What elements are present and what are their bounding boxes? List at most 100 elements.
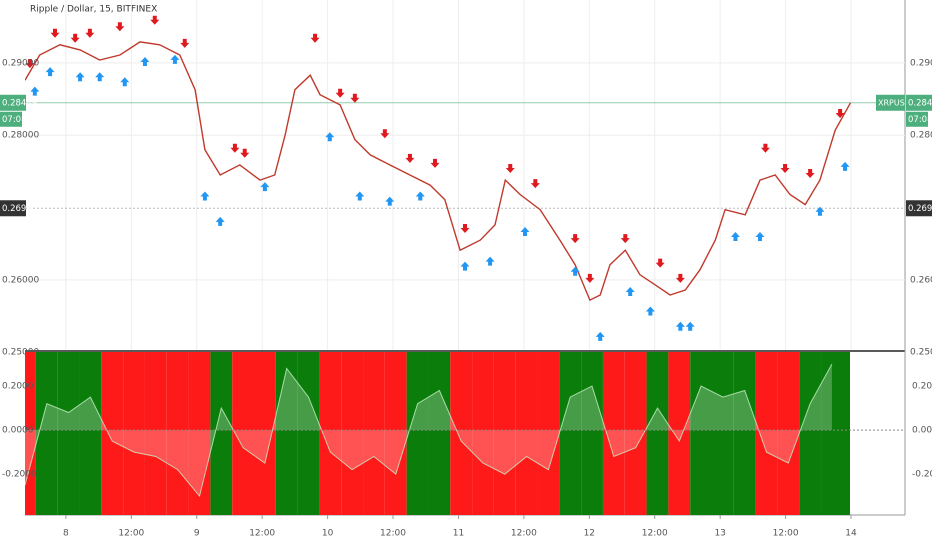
crosshair-badge-label: 0.26990 — [908, 204, 932, 214]
buy-arrow — [355, 191, 365, 201]
signal-band — [690, 352, 712, 515]
signal-band — [25, 352, 36, 515]
sell-arrow — [530, 179, 540, 189]
signal-band — [79, 352, 102, 515]
x-tick-label: 9 — [194, 529, 200, 539]
signal-band — [363, 352, 385, 515]
buy-arrow — [170, 54, 180, 64]
sell-arrow — [570, 234, 580, 244]
buy-arrow — [485, 256, 495, 266]
last-price-badge — [906, 94, 932, 111]
price-line — [25, 41, 852, 302]
signal-band — [319, 352, 342, 515]
x-tick-label: 12:00 — [642, 529, 668, 539]
signal-band — [450, 352, 473, 515]
sell-arrow — [240, 148, 250, 158]
signal-band — [210, 352, 233, 515]
osc-y-tick-label-left: 0.2000 — [2, 382, 34, 392]
signal-band — [297, 352, 320, 515]
signal-band — [799, 352, 822, 515]
x-tick-label: 12 — [584, 529, 595, 539]
signal-band — [493, 352, 516, 515]
y-tick-label: 0.26000 — [910, 275, 932, 285]
sell-arrow — [115, 22, 125, 32]
signal-band — [144, 352, 167, 515]
x-tick-label: 12:00 — [118, 529, 144, 539]
buy-arrow — [625, 286, 635, 296]
buy-arrow — [215, 216, 225, 226]
last-price-badge-countdown-label: 07:08 — [908, 115, 932, 125]
sell-arrow — [350, 93, 360, 103]
signal-band — [624, 352, 647, 515]
osc-y-tick-label-left: -0.2000 — [2, 470, 37, 480]
sell-arrow — [780, 163, 790, 173]
osc-y-tick-label: -0.2000 — [912, 470, 932, 480]
signal-band — [602, 352, 625, 515]
x-tick-label: 8 — [63, 529, 69, 539]
signal-band — [166, 352, 189, 515]
signal-band — [537, 352, 560, 515]
sell-arrow — [460, 223, 470, 233]
sell-arrow — [835, 108, 845, 118]
buy-arrow — [325, 132, 335, 142]
buy-arrow — [570, 266, 580, 276]
buy-arrow — [95, 72, 105, 82]
sell-arrow — [655, 258, 665, 268]
signal-band — [428, 352, 451, 515]
oscillator-line — [24, 363, 833, 498]
y-tick-label-left: 0.28000 — [2, 131, 39, 141]
sell-arrow — [180, 38, 190, 48]
signal-band — [232, 352, 254, 515]
signal-band — [123, 352, 145, 515]
buy-arrow — [730, 232, 740, 242]
buy-arrow — [385, 196, 395, 206]
sell-arrow — [405, 153, 415, 163]
crosshair-badge-left-label: 0.26990 — [2, 204, 37, 214]
sell-arrow — [805, 169, 815, 178]
signal-band — [406, 352, 429, 515]
buy-arrow — [520, 226, 530, 236]
y-tick-label: 0.25000 — [910, 348, 932, 358]
buy-arrow — [675, 321, 685, 331]
signal-band — [711, 352, 734, 515]
crosshair-badge-left — [0, 200, 26, 217]
signal-band — [581, 352, 603, 515]
buy-arrow — [75, 72, 85, 82]
sell-arrow — [150, 15, 160, 25]
signal-band — [755, 352, 778, 515]
buy-arrow — [415, 191, 425, 201]
buy-arrow — [120, 77, 130, 87]
last-price-badge-label: 0.28449 — [908, 98, 932, 108]
crosshair-badge — [906, 200, 932, 217]
oscillator-pane — [24, 352, 850, 515]
x-tick-label: 12:00 — [773, 529, 799, 539]
sell-arrow — [380, 129, 390, 139]
chart-title: Ripple / Dollar, 15, BITFINEX — [30, 5, 157, 15]
signal-band — [57, 352, 80, 515]
y-tick-label-left: 0.26000 — [2, 275, 39, 285]
x-tick-label: 13 — [714, 529, 725, 539]
sell-arrow — [85, 28, 95, 38]
buy-arrow — [645, 306, 655, 316]
last-price-badge-left-label: 0.28449 — [2, 98, 37, 108]
sell-arrow — [430, 158, 440, 168]
buy-arrow — [45, 67, 55, 77]
signal-band — [341, 352, 364, 515]
signal-band — [384, 352, 407, 515]
signal-band — [646, 352, 669, 515]
sell-arrow — [335, 88, 345, 98]
signal-band — [253, 352, 276, 515]
buy-arrow — [30, 86, 40, 96]
symbol-label: XRPUSD — [878, 98, 911, 107]
sell-arrow — [585, 273, 595, 283]
last-price-badge-left-countdown — [0, 111, 22, 127]
signal-band — [668, 352, 691, 515]
buy-arrow — [140, 57, 150, 67]
x-tick-label: 12:00 — [511, 529, 537, 539]
x-tick-label: 14 — [845, 529, 857, 539]
osc-y-tick-label: 0.2000 — [912, 382, 932, 392]
osc-y-tick-label-left: 0.0000 — [2, 426, 34, 436]
buy-arrow — [200, 191, 210, 201]
signal-band — [35, 352, 58, 515]
